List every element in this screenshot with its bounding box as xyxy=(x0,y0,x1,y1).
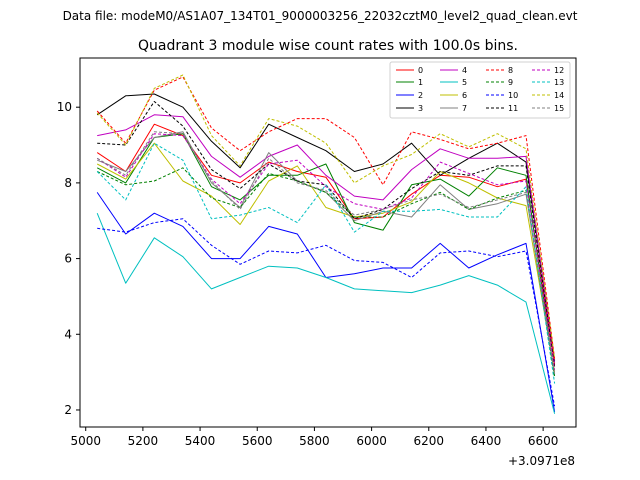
legend-label-15: 15 xyxy=(554,104,564,113)
series-line-5 xyxy=(96,213,556,414)
series-line-4 xyxy=(97,114,556,363)
axes-layer: 5000 5200 5400 5600 5800 6000 6200 6400 6600 2 4 6 8… xyxy=(57,100,559,448)
y-tick-label: 2 xyxy=(64,403,72,417)
legend-label-12: 12 xyxy=(554,66,564,75)
series-line-0 xyxy=(96,123,556,365)
x-tick-label: 5600 xyxy=(242,434,273,448)
legend-label-8: 8 xyxy=(508,66,513,75)
y-tick-label: 6 xyxy=(64,252,72,266)
series-layer xyxy=(96,74,556,414)
y-tick-label: 4 xyxy=(64,327,72,341)
legend-label-13: 13 xyxy=(554,78,564,87)
series-line-15 xyxy=(96,131,556,375)
legend-label-4: 4 xyxy=(462,66,467,75)
series-line-9 xyxy=(96,167,556,378)
y-tick-label: 10 xyxy=(57,100,72,114)
legend-label-14: 14 xyxy=(554,91,564,100)
x-tick-label: 5800 xyxy=(299,434,330,448)
y-tick-label: 8 xyxy=(64,176,72,190)
chart-title: Quadrant 3 module wise count rates with … xyxy=(138,38,518,54)
legend-label-10: 10 xyxy=(508,91,518,100)
x-tick-label: 6400 xyxy=(471,434,502,448)
file-title: Data file: modeM0/AS1A07_134T01_90000032… xyxy=(63,9,578,23)
x-tick-label: 6000 xyxy=(356,434,387,448)
legend-label-5: 5 xyxy=(462,78,467,87)
legend-frame xyxy=(389,61,571,119)
legend-label-6: 6 xyxy=(462,91,467,100)
legend-label-1: 1 xyxy=(418,78,423,87)
legend-label-3: 3 xyxy=(418,104,423,113)
series-line-12 xyxy=(96,133,556,371)
x-tick-label: 5000 xyxy=(70,434,101,448)
series-line-10 xyxy=(97,218,556,407)
plot-frame xyxy=(79,57,577,428)
x-tick-label: 5400 xyxy=(185,434,216,448)
series-line-7 xyxy=(97,131,556,375)
x-tick-label: 6200 xyxy=(413,434,444,448)
legend-label-2: 2 xyxy=(418,91,423,100)
legend-label-11: 11 xyxy=(508,104,518,113)
x-tick-label: 6600 xyxy=(528,434,559,448)
series-line-6 xyxy=(96,142,556,373)
legend-label-7: 7 xyxy=(462,104,467,113)
x-tick-label: 5200 xyxy=(128,434,159,448)
series-line-13 xyxy=(96,142,556,384)
series-line-3 xyxy=(96,93,556,361)
legend-label-9: 9 xyxy=(508,78,513,87)
x-offset-label: +3.0971e8 xyxy=(508,454,575,468)
series-line-11 xyxy=(97,101,556,367)
series-line-14 xyxy=(96,74,556,359)
legend-label-0: 0 xyxy=(418,66,423,75)
